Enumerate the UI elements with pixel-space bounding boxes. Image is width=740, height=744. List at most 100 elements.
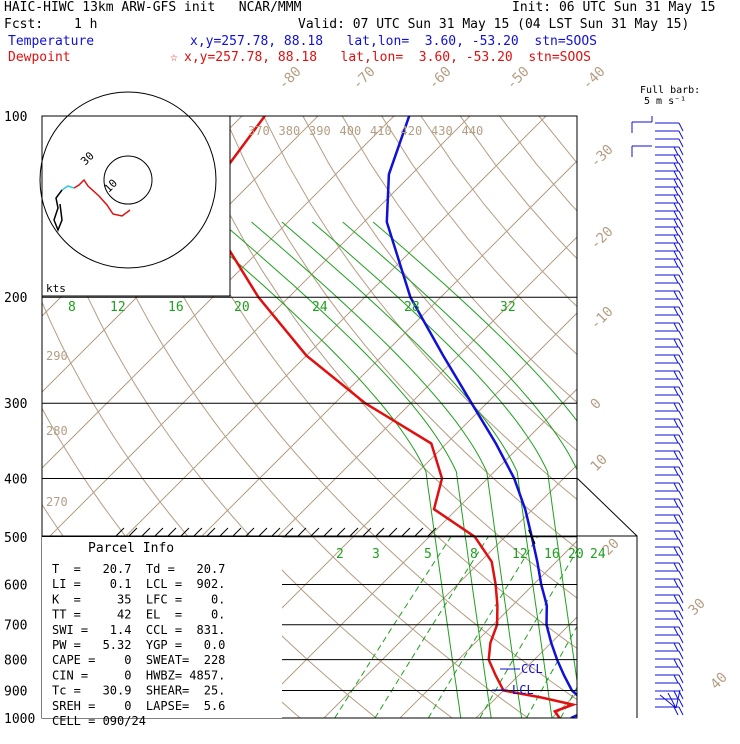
- temperature-location: x,y=257.78, 88.18 lat,lon= 3.60, -53.20 …: [190, 34, 597, 49]
- wind-barb: [655, 362, 684, 372]
- wind-barb: [655, 682, 684, 692]
- fcst-label: Fcst:: [4, 17, 44, 32]
- wind-barb: [655, 194, 684, 204]
- wind-barb: [655, 226, 684, 236]
- wind-barb-top: [631, 145, 652, 157]
- wind-barb: [655, 186, 684, 196]
- hatch-mark: [349, 527, 359, 537]
- wind-barb: [655, 234, 684, 244]
- wind-barb: [655, 610, 684, 620]
- wind-barb: [655, 666, 684, 676]
- fcst-value: 1 h: [74, 17, 98, 32]
- hatch-mark: [154, 527, 164, 537]
- isotherm-line: [704, 116, 740, 718]
- pressure-tick-label: 300: [4, 397, 27, 412]
- barb-connector: [576, 477, 638, 718]
- chart-title: HAIC-HIWC 13km ARW-GFS init NCAR/MMM: [4, 0, 302, 15]
- wind-barb: [655, 634, 684, 644]
- wind-barb: [655, 122, 684, 132]
- barb-subtitle: 5 m s⁻¹: [644, 96, 686, 107]
- theta-label: 430: [431, 124, 453, 138]
- wind-barb: [655, 330, 684, 340]
- mixing-ratio-label: 28: [404, 300, 420, 315]
- mixing-ratio-label: 32: [500, 300, 516, 315]
- wind-barb: [655, 146, 684, 156]
- dry-adiabat-line: [105, 116, 577, 701]
- hatch-mark: [427, 527, 437, 537]
- theta-label: 390: [309, 124, 331, 138]
- wind-barb: [655, 474, 684, 484]
- wind-barb: [655, 266, 684, 276]
- hatch-mark: [414, 527, 424, 537]
- hatch-mark: [388, 527, 398, 537]
- parcel-info-row: PW = 5.32 YGP = 0.0: [52, 638, 225, 652]
- barb-title: Full barb:: [640, 85, 700, 96]
- wind-barb: [655, 322, 684, 332]
- hatch-mark: [193, 527, 203, 537]
- wind-barb: [655, 354, 684, 364]
- dewpoint-star-icon: ☆: [170, 50, 178, 65]
- mixing-ratio-label: 12: [110, 300, 126, 315]
- hatch-mark: [128, 527, 138, 537]
- wind-barb: [655, 706, 684, 716]
- lcl-label: LCL: [512, 683, 534, 697]
- dry-adiabat-line: [578, 116, 740, 718]
- moist-adiabat-line: [342, 221, 577, 471]
- hatch-mark: [258, 527, 268, 537]
- wind-barb: [655, 554, 684, 564]
- wind-barb: [655, 162, 684, 172]
- wind-barb: [655, 458, 684, 468]
- wind-barb: [655, 658, 684, 668]
- parcel-info-row: CAPE = 0 SWEAT= 228: [52, 653, 225, 667]
- theta-label: 290: [46, 349, 68, 363]
- wind-barb: [655, 210, 684, 220]
- wind-barb: [655, 570, 684, 580]
- wind-barb: [655, 506, 684, 516]
- wind-barb: [655, 698, 684, 708]
- wind-barb: [655, 418, 684, 428]
- wind-barb-top: [631, 116, 653, 133]
- wind-barb: [655, 130, 684, 140]
- wind-barb: [655, 538, 684, 548]
- wind-barb: [655, 178, 684, 188]
- wind-barb: [655, 202, 684, 212]
- dry-adiabat-line: [66, 116, 529, 718]
- wind-barb: [655, 482, 684, 492]
- wind-barb: [655, 274, 684, 284]
- mixing-ratio-label: 5: [424, 547, 432, 562]
- wind-barb: [655, 370, 684, 380]
- isotherm-line: [323, 464, 577, 718]
- mixing-ratio-label: 20: [234, 300, 250, 315]
- dry-adiabat-line: [145, 116, 577, 649]
- hatch-mark: [323, 527, 333, 537]
- hodograph-trace-low: [73, 178, 131, 217]
- pressure-tick-label: 500: [4, 531, 27, 546]
- wind-barb: [655, 434, 684, 444]
- wind-barb: [655, 250, 684, 260]
- wind-barb: [655, 306, 684, 316]
- dry-adiabat-line: [184, 116, 577, 599]
- isotherm-tick-label: 40: [708, 670, 731, 693]
- parcel-info-row: CIN = 0 HWBZ= 4857.: [52, 668, 225, 682]
- valid-time: Valid: 07 UTC Sun 31 May 15 (04 LST Sun …: [298, 17, 690, 32]
- hatch-mark: [167, 527, 177, 537]
- dewpoint-profile-line: [210, 116, 577, 718]
- hatch-mark: [141, 527, 151, 537]
- wind-barb: [655, 282, 684, 292]
- pressure-tick-label: 100: [4, 110, 27, 125]
- wind-barb: [655, 514, 684, 524]
- isotherm-line: [247, 388, 577, 718]
- hodograph-ring-inner: [103, 155, 153, 205]
- hatch-mark: [375, 527, 385, 537]
- hatch-mark: [245, 527, 255, 537]
- parcel-info-row: CELL = 090/24: [52, 714, 146, 728]
- mixing-ratio-label: 8: [470, 547, 478, 562]
- wind-barb: [655, 290, 684, 300]
- parcel-info-row: Tc = 30.9 SHEAR= 25.: [52, 684, 225, 698]
- dry-adiabat-line: [499, 116, 577, 212]
- isotherm-tick-label: 10: [588, 452, 611, 475]
- parcel-info-title: Parcel Info: [88, 541, 174, 556]
- theta-label: 440: [462, 124, 484, 138]
- mixing-ratio-label: 24: [590, 547, 606, 562]
- theta-label: 380: [279, 124, 301, 138]
